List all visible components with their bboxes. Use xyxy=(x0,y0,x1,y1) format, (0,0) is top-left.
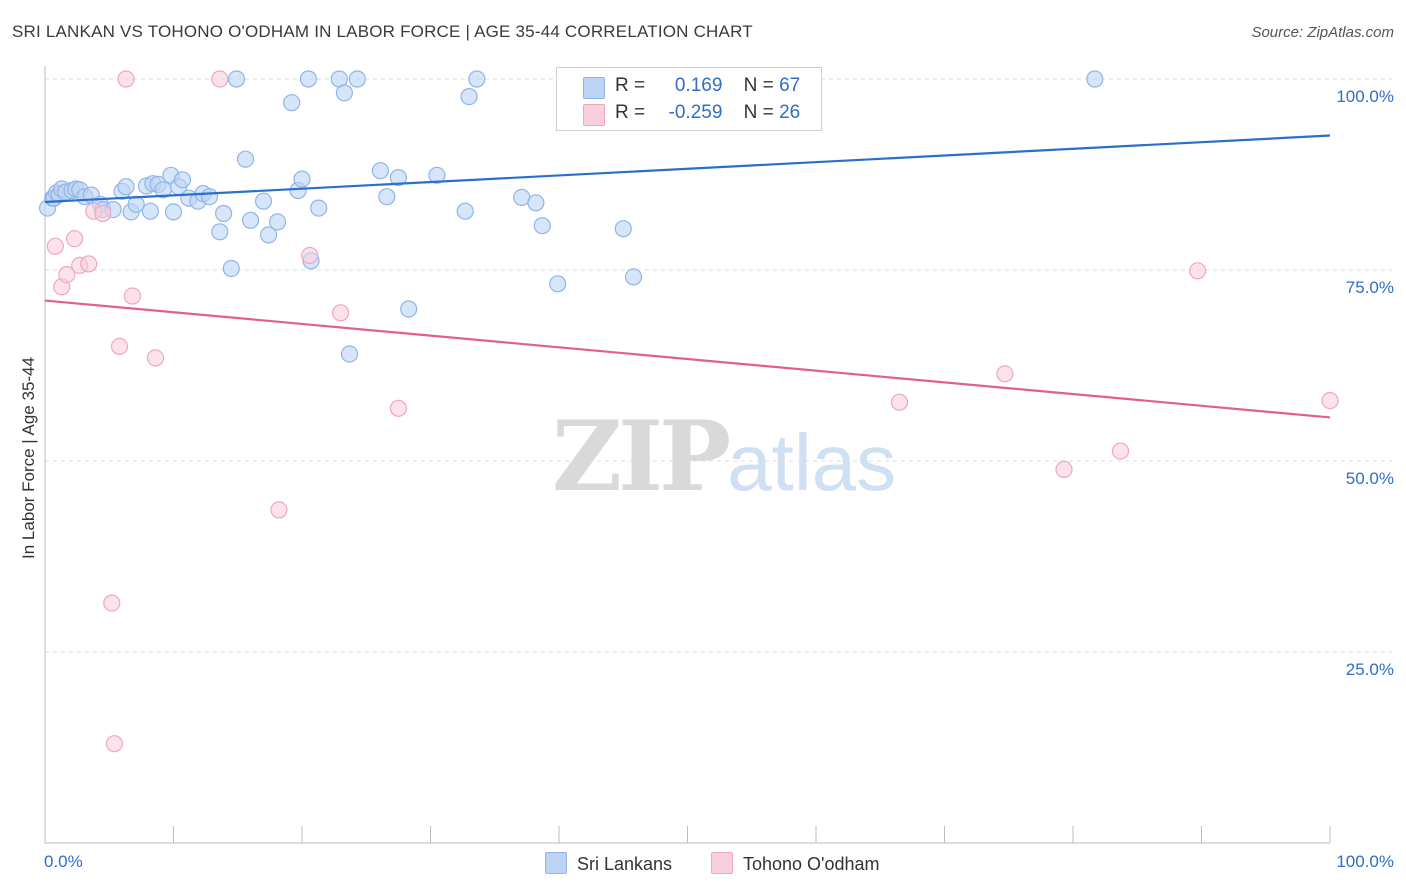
n-label: N = xyxy=(743,102,774,123)
point-sri-lankans-54 xyxy=(400,300,418,318)
x-tick-label-100: 100.0% xyxy=(1336,852,1394,871)
point-sri-lankans-51 xyxy=(371,162,389,180)
watermark-atlas: atlas xyxy=(727,418,897,507)
point-sri-lankans-18 xyxy=(127,195,145,213)
point-sri-lankans-52 xyxy=(378,188,396,206)
chart-title: SRI LANKAN VS TOHONO O'ODHAM IN LABOR FO… xyxy=(12,22,753,41)
point-sri-lankans-49 xyxy=(340,345,359,363)
r-value-sri-lankans: 0.169 xyxy=(674,75,723,96)
legend-swatch-pink xyxy=(583,104,605,126)
point-tohono-oodham-8 xyxy=(103,594,121,612)
point-sri-lankans-37 xyxy=(242,211,260,229)
point-sri-lankans-31 xyxy=(200,188,219,206)
point-tohono-oodham-17 xyxy=(332,304,350,322)
point-tohono-oodham-18 xyxy=(389,399,407,417)
y-axis-label: In Labor Force | Age 35-44 xyxy=(19,357,38,559)
point-sri-lankans-66 xyxy=(1086,70,1104,88)
x-tick-label-0: 0.0% xyxy=(44,852,83,871)
r-value-tohono-oodham: -0.259 xyxy=(668,102,723,123)
point-tohono-oodham-5 xyxy=(80,255,98,273)
point-tohono-oodham-14 xyxy=(211,70,229,88)
legend-label-sri-lankans: Sri Lankans xyxy=(577,854,673,874)
point-sri-lankans-36 xyxy=(236,150,255,168)
r-label: R = xyxy=(615,102,646,123)
n-value-tohono-oodham: 26 xyxy=(779,102,801,123)
point-sri-lankans-40 xyxy=(269,213,287,231)
point-tohono-oodham-12 xyxy=(123,287,141,305)
legend-item-sri-lankans[interactable]: Sri Lankans xyxy=(545,852,672,875)
trend-line-sri-lankans xyxy=(44,134,1331,204)
point-sri-lankans-34 xyxy=(222,259,240,278)
point-sri-lankans-58 xyxy=(468,70,486,88)
n-value-sri-lankans: 67 xyxy=(779,75,801,96)
point-sri-lankans-65 xyxy=(624,268,643,286)
stats-legend: R = 0.169 N = 67 R = -0.259 N = 26 xyxy=(556,67,822,131)
point-sri-lankans-50 xyxy=(348,70,366,88)
point-sri-lankans-38 xyxy=(254,192,273,210)
point-tohono-oodham-2 xyxy=(58,266,76,284)
point-sri-lankans-56 xyxy=(456,202,474,220)
legend-label-tohono-oodham: Tohono O'odham xyxy=(743,854,880,874)
point-tohono-oodham-11 xyxy=(117,70,135,88)
point-tohono-oodham-20 xyxy=(996,365,1014,383)
trend-line-tohono-oodham xyxy=(44,299,1331,419)
point-sri-lankans-43 xyxy=(293,170,311,188)
point-tohono-oodham-9 xyxy=(105,735,124,753)
point-sri-lankans-61 xyxy=(533,217,551,235)
point-tohono-oodham-16 xyxy=(301,246,319,265)
point-tohono-oodham-7 xyxy=(94,204,112,223)
watermark: ZIPatlas xyxy=(552,400,896,513)
point-sri-lankans-25 xyxy=(164,203,183,221)
r-label: R = xyxy=(615,75,646,96)
y-tick-label-25: 25.0% xyxy=(1345,660,1394,679)
point-tohono-oodham-23 xyxy=(1188,262,1207,280)
point-sri-lankans-64 xyxy=(614,220,632,238)
point-tohono-oodham-22 xyxy=(1111,442,1130,460)
point-tohono-oodham-21 xyxy=(1055,460,1073,478)
point-sri-lankans-62 xyxy=(549,275,567,293)
point-sri-lankans-59 xyxy=(513,188,531,206)
point-sri-lankans-48 xyxy=(335,84,353,102)
point-sri-lankans-20 xyxy=(141,202,159,220)
y-tick-label-50: 50.0% xyxy=(1345,469,1394,488)
point-tohono-oodham-24 xyxy=(1321,392,1339,410)
point-tohono-oodham-15 xyxy=(270,501,288,519)
point-tohono-oodham-3 xyxy=(65,230,84,248)
point-tohono-oodham-0 xyxy=(46,237,64,255)
source-credit: Source: ZipAtlas.com xyxy=(1251,24,1394,41)
point-sri-lankans-46 xyxy=(310,199,328,217)
point-sri-lankans-39 xyxy=(260,226,278,244)
legend-swatch-pink xyxy=(711,852,733,874)
point-sri-lankans-33 xyxy=(215,204,233,223)
point-tohono-oodham-13 xyxy=(146,349,165,367)
point-sri-lankans-57 xyxy=(460,87,478,106)
point-sri-lankans-53 xyxy=(389,169,407,187)
point-tohono-oodham-19 xyxy=(890,393,909,411)
point-sri-lankans-44 xyxy=(299,70,317,88)
point-sri-lankans-32 xyxy=(211,223,229,241)
legend-swatch-blue xyxy=(583,77,605,99)
point-sri-lankans-41 xyxy=(283,94,301,112)
point-sri-lankans-16 xyxy=(117,178,135,196)
point-sri-lankans-35 xyxy=(227,70,246,88)
point-tohono-oodham-10 xyxy=(110,337,129,355)
n-label: N = xyxy=(743,75,774,96)
point-sri-lankans-27 xyxy=(173,171,192,189)
y-tick-label-100: 100.0% xyxy=(1336,87,1394,106)
watermark-zip: ZIP xyxy=(552,400,731,513)
legend-item-tohono-oodham[interactable]: Tohono O'odham xyxy=(711,852,880,875)
y-tick-label-75: 75.0% xyxy=(1345,278,1394,297)
point-sri-lankans-55 xyxy=(428,166,446,184)
legend-swatch-blue xyxy=(545,852,567,874)
point-sri-lankans-60 xyxy=(527,194,545,212)
